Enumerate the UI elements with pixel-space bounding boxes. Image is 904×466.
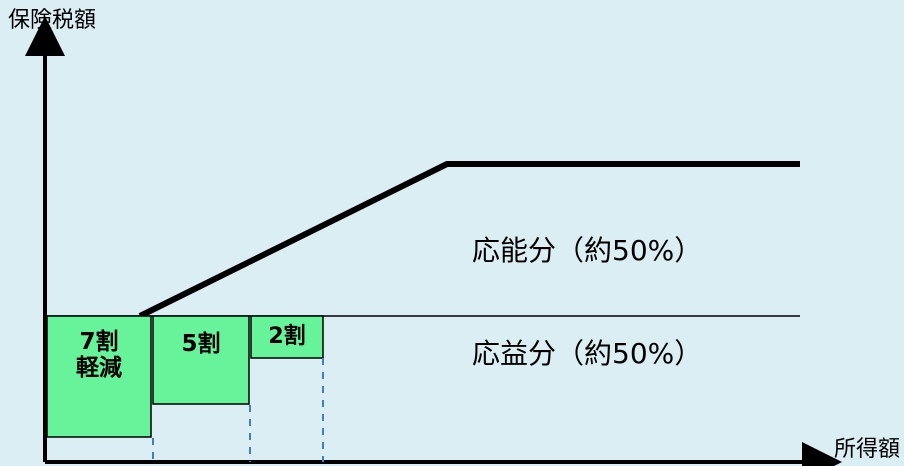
fifty-percent-reduction-box: [152, 315, 250, 405]
x-axis-label: 所得額: [833, 437, 900, 462]
y-axis-label: 保険税額: [8, 8, 97, 33]
ability-to-pay-curve: [138, 161, 800, 319]
twenty-percent-reduction-box: [250, 315, 324, 359]
seventy-percent-reduction-label: 7割 軽減: [76, 329, 122, 382]
seventy-percent-reduction-box: [46, 315, 152, 438]
benefit-share-label: 応益分（約50%）: [472, 337, 703, 370]
ability-to-pay-share-label: 応能分（約50%）: [472, 234, 703, 267]
fifty-percent-reduction-label: 5割: [181, 331, 221, 357]
twenty-percent-reduction-label: 2割: [268, 324, 306, 349]
